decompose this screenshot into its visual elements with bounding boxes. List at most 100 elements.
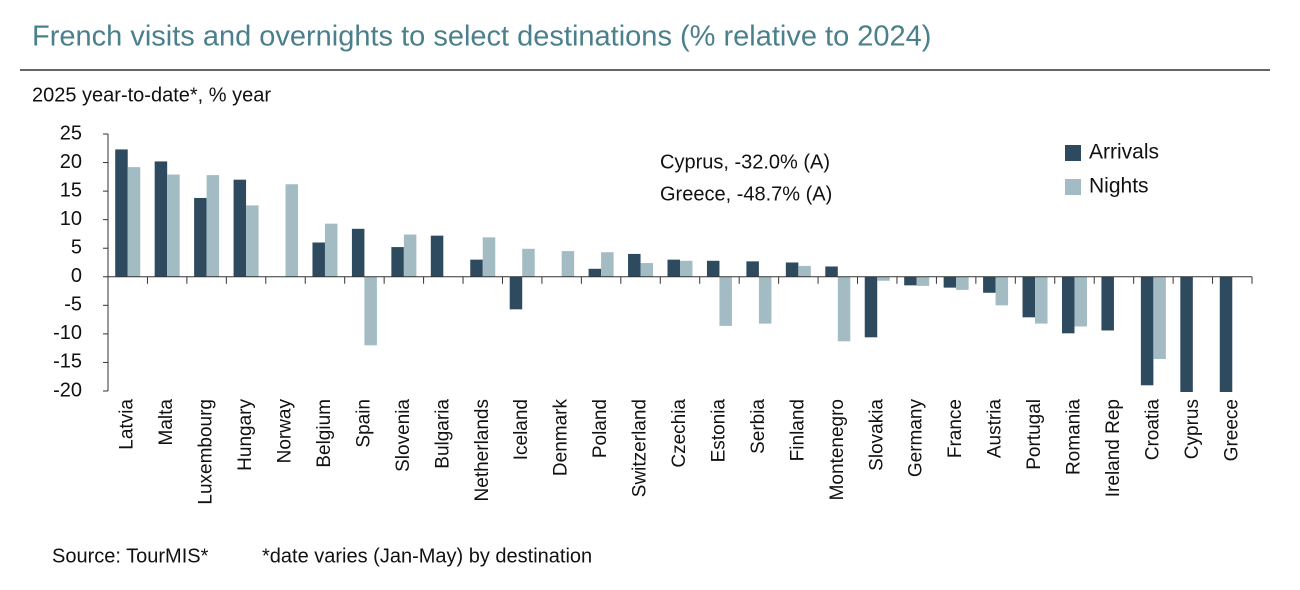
source: Source: TourMIS*	[52, 545, 209, 567]
x-tick-label: Cyprus	[1182, 399, 1203, 459]
x-tick-label: Czechia	[669, 399, 690, 468]
bar	[470, 259, 483, 277]
bar	[628, 253, 641, 277]
y-tick-label: -10	[53, 322, 82, 344]
bar	[391, 247, 404, 277]
bar	[1153, 276, 1166, 360]
y-tick-label: -15	[53, 351, 82, 373]
bar	[246, 205, 259, 277]
bar	[1140, 276, 1154, 386]
x-tick-label: Austria	[985, 399, 1006, 459]
y-tick-label: 0	[71, 265, 82, 287]
subtitle: 2025 year-to-date*, % year	[32, 84, 271, 106]
annotation: Greece, -48.7% (A)	[660, 183, 832, 205]
x-tick-label: Portugal	[1024, 399, 1045, 470]
bar	[1101, 276, 1114, 331]
bar	[706, 260, 720, 277]
bar	[719, 276, 732, 326]
bar	[509, 276, 523, 310]
x-tick-label: Iceland	[511, 399, 532, 460]
bar	[1074, 276, 1087, 327]
x-tick-label: Hungary	[235, 399, 256, 471]
bar	[785, 262, 799, 277]
bar	[1219, 276, 1233, 392]
bar	[864, 276, 878, 338]
bar	[430, 235, 444, 277]
legend-label: Arrivals	[1089, 141, 1159, 164]
bar	[680, 260, 693, 277]
bar	[904, 276, 917, 286]
y-tick-label: 25	[60, 122, 82, 144]
bar	[403, 234, 417, 277]
bar	[1180, 276, 1193, 392]
x-tick-label: Spain	[353, 399, 374, 448]
chart-title: French visits and overnights to select d…	[32, 21, 931, 53]
bar	[1035, 276, 1048, 324]
x-tick-label: Denmark	[551, 399, 572, 477]
legend-swatch	[1065, 145, 1081, 161]
bar	[640, 263, 654, 277]
x-tick-label: Slovenia	[393, 399, 414, 472]
x-tick-label: Serbia	[748, 399, 769, 454]
legend-swatch	[1065, 179, 1081, 195]
x-tick-label: Finland	[787, 399, 808, 461]
y-tick-label: 10	[60, 208, 82, 230]
x-tick-label: Norway	[275, 399, 296, 464]
x-tick-label: Montenegro	[827, 399, 848, 500]
x-tick-label: Belgium	[314, 399, 335, 468]
bar	[798, 265, 811, 277]
bar	[1061, 276, 1075, 334]
bar	[127, 167, 141, 277]
x-tick-label: Latvia	[117, 399, 138, 450]
legend-label: Nights	[1089, 175, 1149, 198]
x-tick-label: Malta	[156, 399, 177, 446]
bar	[956, 276, 969, 290]
bar	[482, 237, 496, 277]
x-tick-label: Switzerland	[630, 399, 651, 497]
bar	[115, 149, 128, 277]
bar	[522, 248, 535, 277]
bar	[1022, 276, 1036, 318]
x-tick-label: Slovakia	[866, 399, 887, 471]
bar	[206, 175, 220, 277]
bar	[364, 276, 377, 346]
x-tick-label: Greece	[1221, 399, 1242, 461]
y-tick-label: 5	[71, 237, 82, 259]
x-tick-label: Bulgaria	[432, 399, 453, 469]
x-tick-label: Luxembourg	[196, 399, 217, 505]
bar	[601, 252, 614, 277]
bar	[758, 276, 772, 324]
bar	[351, 228, 365, 277]
bar	[667, 259, 680, 277]
y-tick-label: 15	[60, 179, 82, 201]
bar	[154, 161, 168, 277]
bar	[877, 276, 890, 281]
bar	[233, 179, 247, 277]
x-tick-label: France	[945, 399, 966, 458]
bar	[916, 276, 930, 286]
annotation: Cyprus, -32.0% (A)	[660, 151, 830, 173]
x-tick-label: Croatia	[1142, 399, 1163, 461]
bar	[194, 197, 207, 277]
bar	[943, 276, 957, 288]
bar	[588, 268, 602, 277]
bar	[285, 184, 299, 277]
bar	[167, 174, 180, 277]
x-tick-label: Germany	[906, 399, 927, 478]
x-tick-label: Netherlands	[472, 399, 493, 501]
x-tick-label: Poland	[590, 399, 611, 458]
y-tick-label: -5	[64, 294, 82, 316]
bar	[995, 276, 1009, 306]
bars	[115, 149, 1233, 392]
bar	[983, 276, 996, 293]
bar	[561, 251, 575, 277]
y-tick-label: 20	[60, 151, 82, 173]
x-tick-label: Ireland Rep	[1103, 399, 1124, 497]
bar	[312, 242, 325, 277]
x-tick-label: Romania	[1063, 399, 1084, 475]
x-tick-label: Estonia	[708, 399, 729, 463]
footnote: *date varies (Jan-May) by destination	[262, 545, 592, 567]
bar	[837, 276, 851, 342]
bar	[825, 266, 838, 277]
